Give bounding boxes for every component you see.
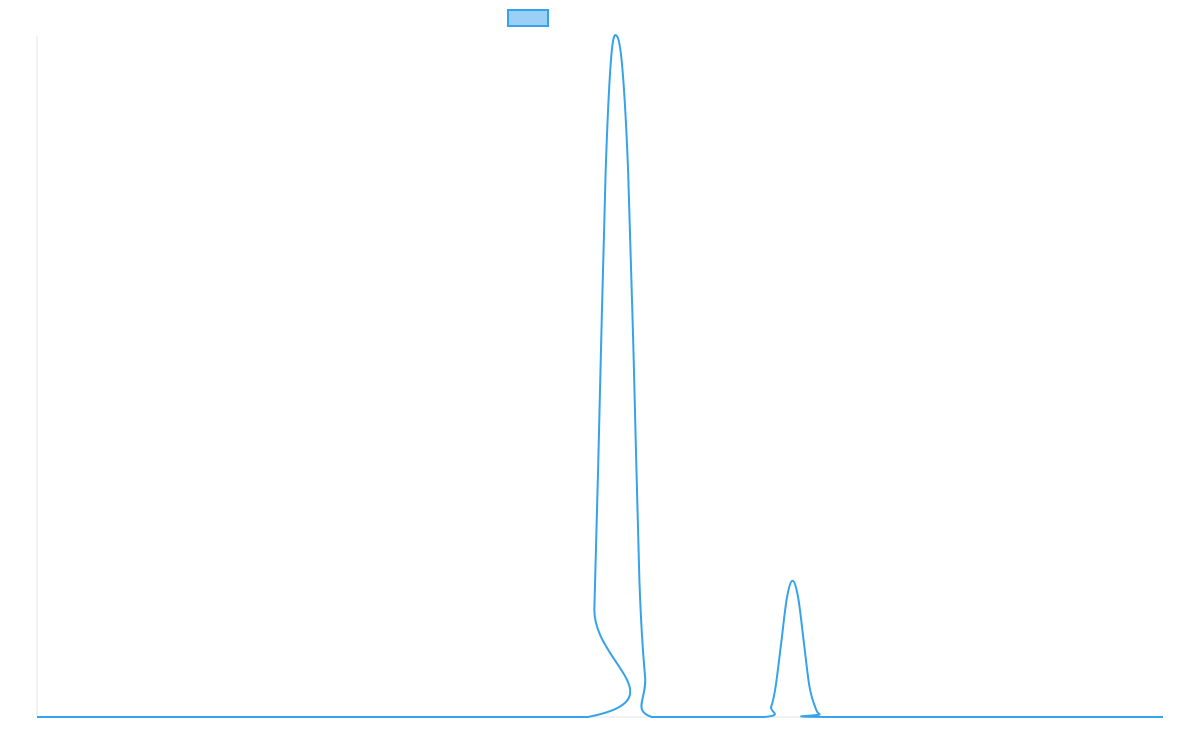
legend[interactable] — [507, 9, 549, 27]
series-group — [37, 34, 1163, 718]
legend-swatch[interactable] — [507, 9, 549, 27]
series-line-0[interactable] — [37, 34, 1163, 718]
